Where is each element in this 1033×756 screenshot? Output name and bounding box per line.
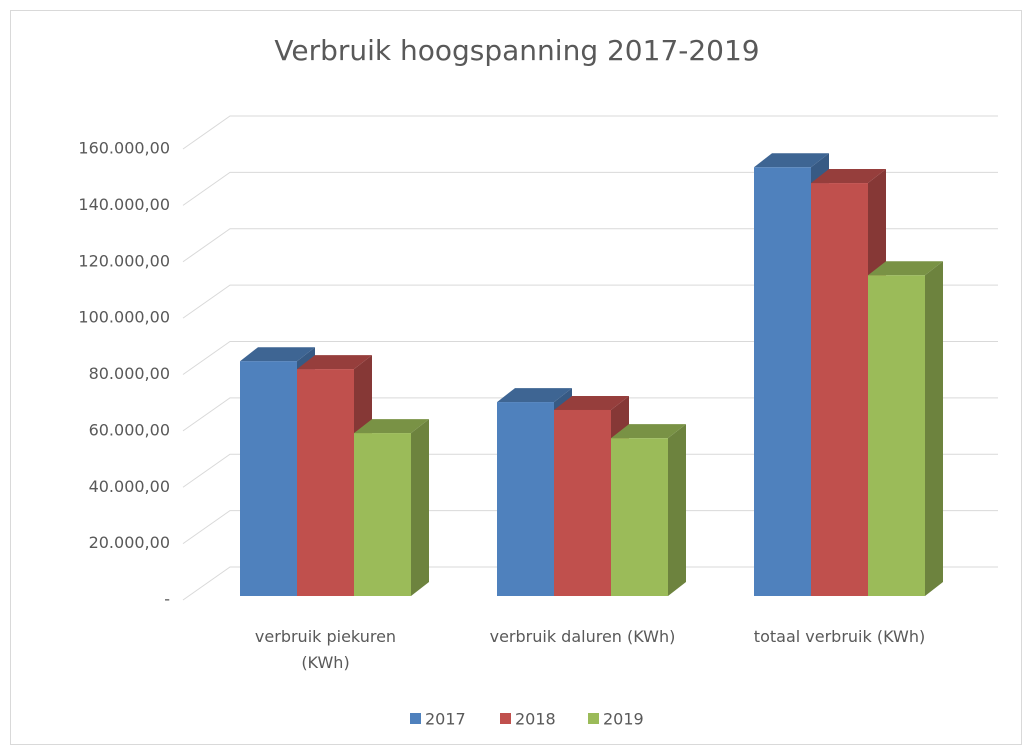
bar-top	[354, 419, 429, 434]
y-tick-label: -	[164, 590, 170, 609]
legend-swatch	[410, 713, 421, 724]
bar-top	[497, 388, 572, 403]
bar-top	[611, 424, 686, 439]
grid-line	[182, 171, 998, 206]
bar-front	[354, 433, 411, 596]
chart-title: Verbruik hoogspanning 2017-2019	[274, 34, 759, 67]
bar-front	[497, 402, 554, 596]
bar-side	[668, 424, 686, 596]
bar-top	[240, 347, 315, 362]
legend-label: 2018	[515, 710, 556, 729]
bar-top	[754, 153, 829, 168]
x-tick-label: verbruik daluren (KWh)	[489, 627, 676, 646]
bar-front	[754, 167, 811, 596]
bar-front	[554, 409, 611, 596]
bar-front	[297, 369, 354, 596]
y-tick-label: 120.000,00	[78, 251, 170, 270]
x-tick-label: verbruik piekuren (KWh)	[254, 627, 397, 672]
grid-line	[182, 453, 998, 488]
grid-line	[182, 566, 998, 601]
grid-line	[182, 341, 998, 375]
bar-front	[811, 183, 868, 596]
bar	[354, 419, 429, 596]
bar-top	[811, 169, 886, 184]
y-tick-label: 80.000,00	[89, 364, 170, 383]
x-tick-label: totaal verbruik (KWh)	[753, 627, 926, 646]
legend-label: 2017	[425, 710, 466, 729]
bar-top	[297, 355, 372, 370]
bar-front	[868, 275, 925, 596]
legend-swatch	[500, 713, 511, 724]
grid-line	[182, 115, 998, 150]
bar	[611, 424, 686, 596]
bar-front	[611, 438, 668, 596]
bar-top	[554, 395, 629, 410]
y-tick-label: 60.000,00	[89, 420, 170, 439]
bar-top	[868, 261, 943, 276]
bar	[868, 261, 943, 596]
bar-side	[411, 419, 429, 596]
y-tick-label: 20.000,00	[89, 533, 170, 552]
bar-front	[240, 361, 297, 596]
bar-side	[925, 261, 943, 596]
grid-line	[182, 397, 998, 432]
grid-line	[182, 510, 998, 545]
legend-swatch	[588, 713, 599, 724]
y-tick-label: 100.000,00	[78, 308, 170, 327]
grid-line	[182, 284, 998, 319]
y-tick-label: 40.000,00	[89, 477, 170, 496]
legend-label: 2019	[603, 710, 644, 729]
grid-line	[182, 228, 998, 263]
y-tick-label: 140.000,00	[78, 195, 170, 214]
y-tick-label: 160.000,00	[78, 139, 170, 158]
